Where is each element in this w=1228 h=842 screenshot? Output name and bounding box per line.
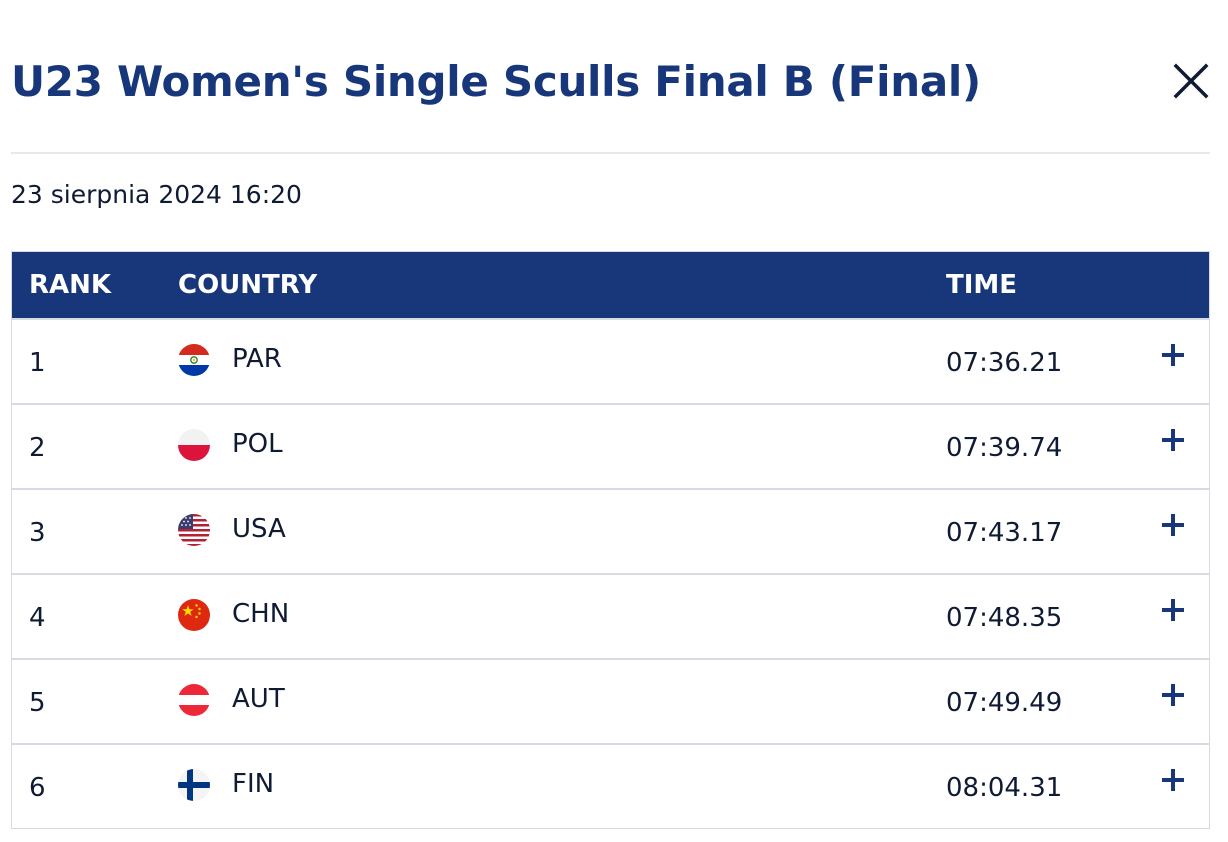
rank-cell: 6 <box>29 773 46 803</box>
expand-row-button[interactable] <box>1160 512 1186 538</box>
time-cell: 08:04.31 <box>946 773 1063 803</box>
finland-flag-icon <box>178 769 210 801</box>
plus-icon <box>1162 684 1184 706</box>
rank-cell: 4 <box>29 603 46 633</box>
close-icon <box>1173 63 1209 99</box>
table-row: 5 AUT 07:49.49 <box>12 658 1209 743</box>
plus-icon <box>1162 344 1184 366</box>
time-cell: 07:36.21 <box>946 348 1063 378</box>
rank-cell: 5 <box>29 688 46 718</box>
plus-icon <box>1162 514 1184 536</box>
country-code: CHN <box>232 599 290 629</box>
table-header: RANK COUNTRY TIME <box>12 252 1209 318</box>
header-country: COUNTRY <box>178 270 318 300</box>
table-row: 2 POL 07:39.74 <box>12 403 1209 488</box>
china-flag-icon <box>178 599 210 631</box>
header-time: TIME <box>946 270 1018 300</box>
expand-row-button[interactable] <box>1160 342 1186 368</box>
table-row: 4 CHN 07:48.35 <box>12 573 1209 658</box>
table-row: 1 PAR 07:36.21 <box>12 318 1209 403</box>
austria-flag-icon <box>178 684 210 716</box>
plus-icon <box>1162 769 1184 791</box>
table-row: 6 FIN 08:04.31 <box>12 743 1209 828</box>
usa-flag-icon <box>178 514 210 546</box>
time-cell: 07:43.17 <box>946 518 1063 548</box>
close-button[interactable] <box>1166 56 1216 106</box>
rank-cell: 1 <box>29 348 46 378</box>
poland-flag-icon <box>178 429 210 461</box>
time-cell: 07:49.49 <box>946 688 1063 718</box>
plus-icon <box>1162 599 1184 621</box>
expand-row-button[interactable] <box>1160 427 1186 453</box>
rank-cell: 3 <box>29 518 46 548</box>
country-code: USA <box>232 514 286 544</box>
page-title: U23 Women's Single Sculls Final B (Final… <box>11 57 981 106</box>
expand-row-button[interactable] <box>1160 767 1186 793</box>
time-cell: 07:48.35 <box>946 603 1063 633</box>
country-code: POL <box>232 429 283 459</box>
race-datetime: 23 sierpnia 2024 16:20 <box>11 180 302 209</box>
expand-row-button[interactable] <box>1160 597 1186 623</box>
expand-row-button[interactable] <box>1160 682 1186 708</box>
country-code: PAR <box>232 344 282 374</box>
paraguay-flag-icon <box>178 344 210 376</box>
results-table: RANK COUNTRY TIME 1 PAR <box>11 251 1210 829</box>
time-cell: 07:39.74 <box>946 433 1063 463</box>
header-rank: RANK <box>29 270 112 300</box>
header-divider <box>11 152 1210 154</box>
country-code: AUT <box>232 684 285 714</box>
plus-icon <box>1162 429 1184 451</box>
rank-cell: 2 <box>29 433 46 463</box>
country-code: FIN <box>232 769 275 799</box>
table-row: 3 <box>12 488 1209 573</box>
